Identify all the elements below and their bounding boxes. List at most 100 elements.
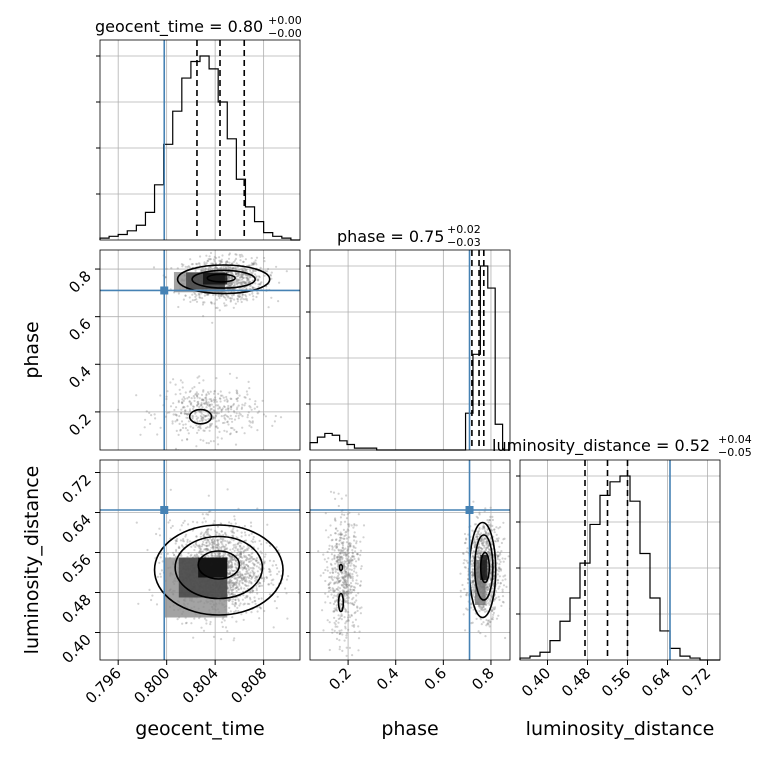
sample-point — [241, 274, 244, 277]
sample-point — [336, 529, 339, 532]
sample-point — [235, 584, 238, 587]
sample-point — [474, 542, 477, 545]
sample-point — [350, 614, 353, 617]
sample-point — [479, 632, 482, 635]
sample-point — [244, 282, 247, 285]
sample-point — [332, 567, 335, 570]
sample-point — [210, 411, 213, 414]
sample-point — [342, 591, 345, 594]
sample-point — [247, 546, 250, 550]
sample-point — [237, 598, 240, 601]
sample-point — [471, 586, 474, 589]
x-tick-label-luminosity_distance: 0.40 — [518, 664, 554, 700]
sample-point — [495, 533, 498, 537]
histogram-geocent_time — [99, 55, 300, 241]
sample-point — [183, 519, 186, 523]
sample-point — [180, 408, 183, 411]
sample-point — [175, 550, 178, 553]
sample-point — [276, 573, 279, 576]
sample-point — [483, 529, 487, 533]
sample-point — [188, 296, 191, 299]
sample-point — [239, 552, 242, 555]
sample-point — [226, 598, 229, 601]
sample-point — [472, 540, 475, 543]
sample-point — [333, 576, 336, 579]
sample-point — [251, 262, 254, 265]
sample-point — [230, 592, 233, 596]
sample-point — [256, 576, 259, 579]
sample-point — [224, 531, 227, 534]
sample-point — [278, 281, 281, 284]
sample-point — [228, 583, 231, 586]
sample-point — [481, 542, 484, 545]
sample-point — [341, 551, 344, 554]
sample-point — [230, 565, 234, 569]
sample-point — [242, 577, 245, 580]
sample-point — [240, 281, 243, 284]
sample-point — [499, 526, 502, 529]
sample-point — [203, 517, 206, 520]
sample-point — [329, 581, 332, 584]
sample-point — [252, 298, 255, 301]
sample-point — [219, 260, 223, 263]
sample-point — [200, 417, 203, 420]
sample-point — [345, 620, 348, 623]
sample-point — [231, 581, 234, 585]
sample-point — [336, 660, 338, 662]
sample-point — [246, 548, 249, 552]
sample-point — [232, 598, 235, 601]
sample-point — [200, 402, 203, 405]
sample-point — [337, 549, 341, 552]
sample-point — [249, 555, 252, 558]
sample-point — [220, 410, 223, 413]
sample-point — [250, 540, 253, 543]
sample-point — [337, 504, 340, 508]
sample-point — [201, 270, 204, 273]
sample-point — [268, 593, 271, 596]
sample-point — [344, 565, 347, 568]
sample-point — [476, 553, 479, 556]
sample-point — [333, 607, 336, 610]
sample-point — [240, 566, 243, 569]
sample-point — [481, 547, 484, 550]
sample-point — [192, 544, 195, 547]
sample-point — [227, 569, 230, 572]
sample-point — [480, 537, 483, 540]
sample-point — [212, 546, 215, 550]
sample-point — [218, 397, 221, 400]
sample-point — [482, 526, 486, 529]
sample-point — [218, 309, 221, 312]
sample-point — [476, 533, 479, 536]
sample-point — [481, 527, 484, 530]
sample-point — [348, 562, 351, 565]
sample-point — [209, 407, 212, 411]
sample-point — [230, 590, 233, 593]
sample-point — [465, 550, 468, 553]
sample-point — [235, 559, 238, 563]
density-block — [198, 557, 228, 578]
title-luminosity-distance-minus: −0.05 — [718, 446, 752, 459]
sample-point — [213, 542, 216, 545]
sample-point — [203, 261, 206, 264]
sample-point — [345, 583, 348, 586]
sample-point — [169, 526, 173, 529]
sample-point — [350, 591, 353, 594]
sample-point — [255, 587, 258, 590]
sample-point — [235, 253, 238, 256]
sample-point — [350, 524, 353, 527]
sample-point — [252, 295, 255, 298]
sample-point — [471, 552, 474, 555]
sample-point — [217, 553, 220, 556]
sample-point — [485, 592, 488, 595]
sample-point — [232, 583, 235, 586]
sample-point — [345, 541, 348, 544]
sample-point — [222, 294, 225, 297]
sample-point — [347, 596, 350, 599]
sample-point — [227, 410, 230, 413]
sample-point — [205, 549, 208, 552]
sample-point — [233, 284, 236, 287]
sample-point — [493, 574, 496, 577]
sample-point — [345, 580, 348, 584]
sample-point — [225, 266, 228, 269]
sample-point — [210, 301, 213, 304]
